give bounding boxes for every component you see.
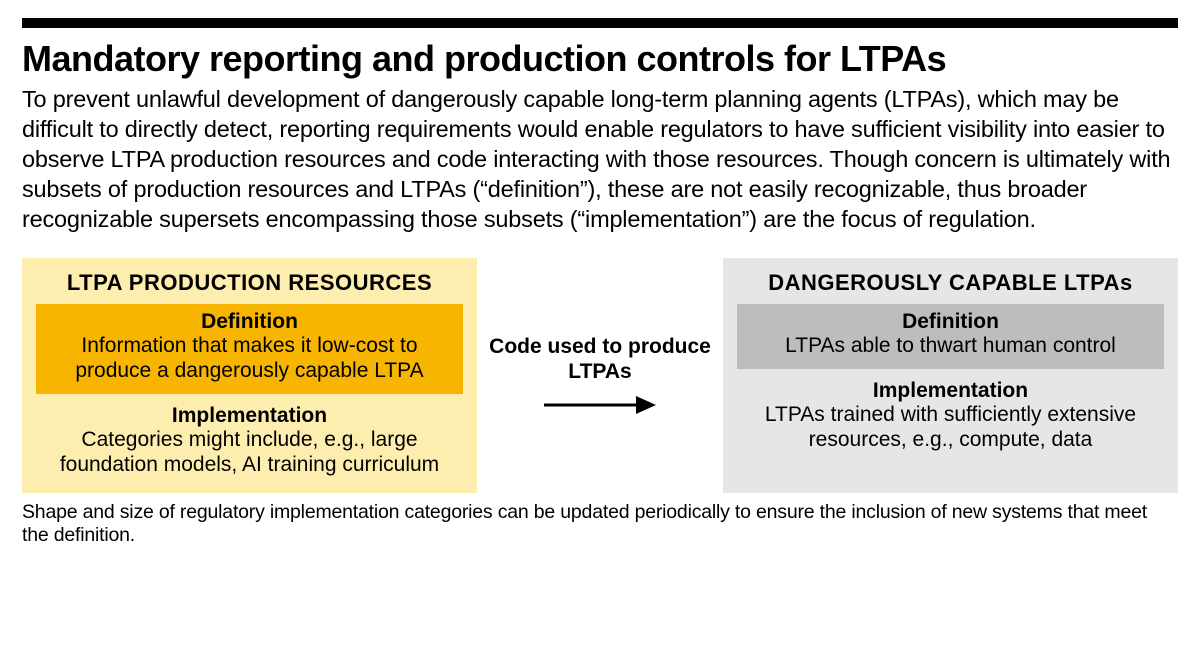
left-definition-label: Definition <box>52 310 447 334</box>
right-implementation-label: Implementation <box>737 379 1164 403</box>
right-panel-title: DANGEROUSLY CAPABLE LTPAs <box>737 270 1164 296</box>
arrow-icon <box>540 393 660 417</box>
right-implementation-text: LTPAs trained with sufficiently extensiv… <box>737 403 1164 453</box>
left-definition-box: Definition Information that makes it low… <box>36 304 463 394</box>
top-rule <box>22 18 1178 28</box>
left-implementation-label: Implementation <box>36 404 463 428</box>
middle-column: Code used to produce LTPAs <box>477 258 723 493</box>
right-definition-box: Definition LTPAs able to thwart human co… <box>737 304 1164 369</box>
left-panel-title: LTPA PRODUCTION RESOURCES <box>36 270 463 296</box>
right-definition-label: Definition <box>753 310 1148 334</box>
middle-text: Code used to produce LTPAs <box>487 335 713 385</box>
left-implementation-text: Categories might include, e.g., large fo… <box>36 428 463 478</box>
intro-paragraph: To prevent unlawful development of dange… <box>22 84 1178 234</box>
diagram-row: LTPA PRODUCTION RESOURCES Definition Inf… <box>22 258 1178 493</box>
page-title: Mandatory reporting and production contr… <box>22 38 1178 80</box>
footnote: Shape and size of regulatory implementat… <box>22 501 1178 547</box>
right-panel: DANGEROUSLY CAPABLE LTPAs Definition LTP… <box>723 258 1178 493</box>
left-definition-text: Information that makes it low-cost to pr… <box>52 334 447 384</box>
left-panel: LTPA PRODUCTION RESOURCES Definition Inf… <box>22 258 477 493</box>
page: Mandatory reporting and production contr… <box>0 0 1200 547</box>
right-implementation-box: Implementation LTPAs trained with suffic… <box>737 379 1164 453</box>
right-definition-text: LTPAs able to thwart human control <box>753 334 1148 359</box>
left-implementation-box: Implementation Categories might include,… <box>36 404 463 478</box>
